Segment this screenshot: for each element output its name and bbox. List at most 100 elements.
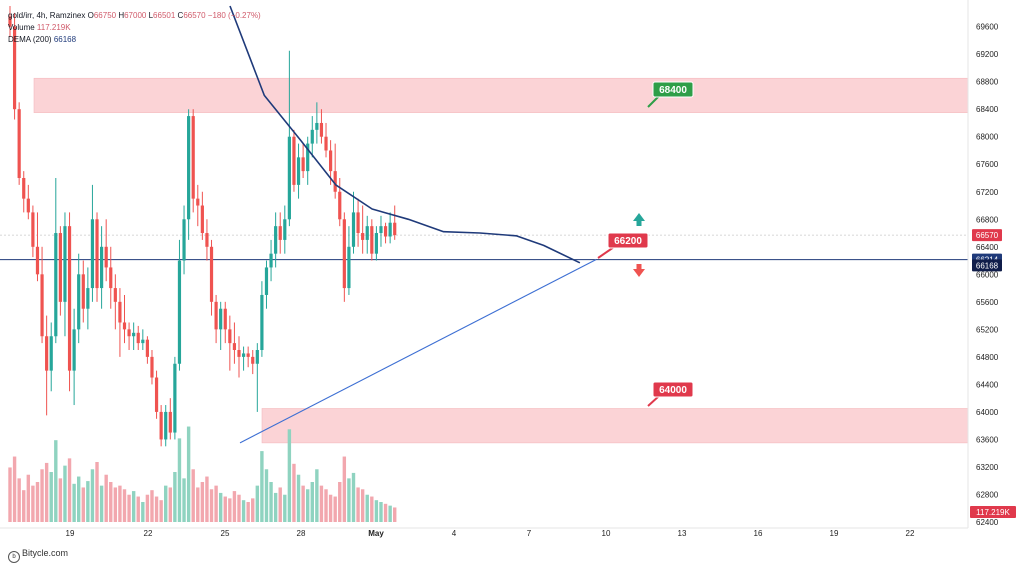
volume-bar xyxy=(251,498,255,522)
volume-bar xyxy=(182,478,186,522)
volume-bar xyxy=(370,496,374,522)
volume-bar xyxy=(35,482,40,522)
candle-body xyxy=(109,267,113,289)
volume-bar xyxy=(26,474,31,522)
y-tick-label: 68400 xyxy=(976,105,999,114)
volume-bar xyxy=(374,500,379,522)
pivot-callout-text: 66200 xyxy=(614,236,642,247)
candle-body xyxy=(164,411,168,440)
candle-body xyxy=(122,322,127,330)
candle-body xyxy=(264,267,269,295)
axis-layer: 69600 69200 68800 68400 68000 67600 67200 66800… xyxy=(0,0,1016,538)
volume-bar xyxy=(131,491,136,522)
candle-body xyxy=(54,233,58,337)
volume-bar xyxy=(191,469,195,522)
candle-body xyxy=(63,226,67,302)
brand-watermark: b Bitycle.com xyxy=(8,548,68,563)
resistance-callout-text: 68400 xyxy=(659,85,687,96)
candle-body xyxy=(200,205,204,234)
dema-line xyxy=(229,5,581,264)
last-price-tag xyxy=(972,229,1002,242)
volume-bar xyxy=(214,485,218,522)
legend-low-label: L xyxy=(148,11,154,20)
x-tick-label: May xyxy=(368,529,384,538)
candle-body xyxy=(173,363,177,433)
volume-bar xyxy=(379,502,383,522)
candle-body xyxy=(154,377,159,412)
volume-bar xyxy=(388,505,392,522)
volume-bar xyxy=(356,487,360,522)
volume-bar xyxy=(338,482,342,522)
x-tick-label: 28 xyxy=(297,529,306,538)
candle-body xyxy=(182,219,186,261)
candle-body xyxy=(72,329,76,371)
candle-body xyxy=(17,109,21,178)
volume-bar xyxy=(44,462,49,522)
candle-body xyxy=(77,274,81,330)
last-price-tag-text: 66570 xyxy=(976,231,999,240)
x-tick-label: 7 xyxy=(527,529,532,538)
candle-body xyxy=(45,336,49,371)
x-tick-label: 4 xyxy=(452,529,457,538)
volume-bar xyxy=(49,472,53,522)
candle-body xyxy=(292,136,296,185)
legend-ohlc-row: gold/irr, 4h, Ramzinex O66750 H67000 L66… xyxy=(8,10,261,22)
volume-bar xyxy=(200,482,205,522)
zone-64000 xyxy=(261,408,969,444)
support-callout-box xyxy=(652,381,694,398)
candle-body xyxy=(301,157,305,172)
volume-bar xyxy=(58,478,63,522)
volume-bar xyxy=(333,496,337,522)
candle-body xyxy=(342,219,346,289)
volume-bar xyxy=(310,482,314,522)
candle-body xyxy=(145,339,149,357)
volume-bar xyxy=(365,494,369,522)
candle-body xyxy=(383,226,388,237)
candle-body xyxy=(228,329,232,344)
candle-body xyxy=(12,26,17,110)
volume-bar xyxy=(31,485,35,522)
legend-change: −180 (−0.27%) xyxy=(207,11,261,20)
volume-bar xyxy=(113,487,118,522)
x-tick-label: 22 xyxy=(144,529,153,538)
chart-legend: gold/irr, 4h, Ramzinex O66750 H67000 L66… xyxy=(8,10,261,46)
candle-body xyxy=(86,288,90,309)
legend-open-label: O xyxy=(87,11,94,20)
volume-bar xyxy=(223,496,227,522)
volume-bar xyxy=(315,469,319,522)
y-tick-label: 65200 xyxy=(976,325,999,334)
volume-bar xyxy=(86,481,90,522)
candle-body xyxy=(150,356,154,378)
candle-body xyxy=(329,150,333,172)
candle-body xyxy=(374,233,378,254)
volume-bar xyxy=(150,490,154,522)
candle-body xyxy=(319,122,324,137)
dema-price-tag-text: 66168 xyxy=(976,261,999,270)
volume-bar xyxy=(237,494,241,522)
candle-body xyxy=(219,308,223,330)
candle-body xyxy=(283,219,287,240)
volume-bar xyxy=(292,463,296,522)
volume-bar xyxy=(95,462,99,522)
legend-volume-value: 117.219K xyxy=(36,23,71,32)
candle-body xyxy=(159,411,163,440)
y-tick-label: 68000 xyxy=(976,133,999,142)
lines-layer xyxy=(0,234,968,261)
volume-bar xyxy=(104,474,108,522)
volume-bar xyxy=(67,458,72,522)
volume-bar xyxy=(218,492,223,522)
candle-body xyxy=(324,136,328,151)
legend-volume-label: Volume xyxy=(8,23,35,32)
candles-layer xyxy=(8,6,397,447)
volume-bar xyxy=(351,472,356,522)
candle-body xyxy=(232,343,237,350)
volume-bar xyxy=(77,476,81,522)
legend-close-value: 66570 xyxy=(183,11,206,20)
volume-bar xyxy=(177,438,182,522)
volume-bar xyxy=(173,472,177,522)
candle-body xyxy=(338,191,342,220)
candle-body xyxy=(26,198,30,213)
y-tick-label: 67200 xyxy=(976,188,999,197)
volume-bar xyxy=(127,494,131,522)
